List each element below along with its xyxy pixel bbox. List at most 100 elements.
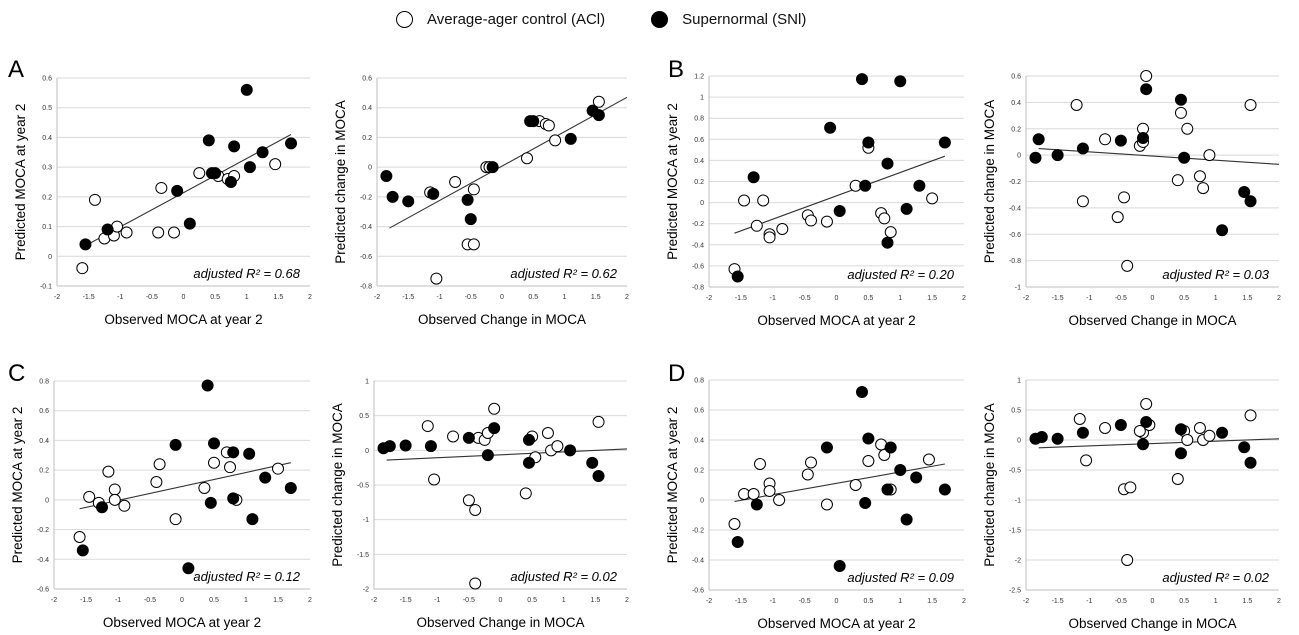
scatter-chart-d-left: -0.6 -0.4 -0.2 0 0.2 0.4 0.6 0.8 -2 -1.5 -1 -0.5 0 0.… (665, 378, 966, 632)
point-supernormal (402, 195, 415, 208)
point-supernormal (820, 441, 833, 454)
point-supernormal (224, 176, 237, 188)
point-supernormal (424, 440, 437, 453)
y-tick-label: -1 (363, 517, 369, 524)
x-tick-label: 1.5 (927, 598, 937, 605)
y-tick-label: -0.8 (692, 285, 704, 292)
y-tick-label: 0.2 (694, 468, 704, 475)
y-tick-label: 0.6 (1011, 74, 1021, 81)
point-supernormal (859, 497, 872, 509)
point-control (1174, 106, 1187, 119)
y-tick-label: 1.2 (694, 74, 704, 81)
point-control (153, 458, 166, 471)
point-supernormal (824, 121, 837, 134)
y-tick-label: 0.2 (362, 135, 372, 142)
point-control (521, 152, 533, 165)
y-tick-label: 0.5 (1011, 408, 1021, 415)
r-squared-annotation: adjusted R² = 0.68 (193, 266, 300, 281)
y-tick-label: -2 (363, 587, 369, 594)
point-supernormal (586, 456, 599, 469)
point-supernormal (1174, 423, 1187, 436)
point-supernormal (910, 471, 923, 484)
point-control (549, 134, 562, 147)
point-control (76, 262, 89, 275)
point-supernormal (461, 193, 474, 206)
regression-line (389, 96, 628, 229)
y-tick-label: -0.6 (692, 263, 704, 270)
x-tick-label: -2 (706, 598, 712, 605)
y-axis-label: Predicted MOCA at year 2 (665, 103, 680, 260)
point-control (102, 465, 115, 478)
r-squared-annotation: adjusted R² = 0.02 (510, 569, 617, 584)
point-control (168, 226, 181, 239)
point-supernormal (1032, 133, 1045, 146)
y-tick-label: 0 (700, 498, 704, 505)
point-control (224, 461, 236, 474)
point-supernormal (900, 513, 913, 526)
y-tick-label: 0.2 (1011, 126, 1021, 133)
x-tick-label: 2 (625, 294, 629, 301)
y-tick-label: 0 (48, 254, 52, 261)
x-tick-label: 1.5 (1243, 295, 1253, 302)
y-tick-label: -1.5 (1009, 528, 1021, 535)
scatter-chart-d-right: -2.5-2-1.5-1-0.500.51-2 -1.5 -1 -0.5 0 0.5 1 1.… (982, 378, 1281, 632)
point-supernormal (900, 202, 913, 215)
y-tick-label: -0.4 (692, 242, 704, 249)
x-tick-label: -1.5 (402, 294, 414, 301)
x-tick-label: 0 (1151, 598, 1155, 605)
point-supernormal (862, 136, 875, 149)
point-control (1076, 195, 1089, 208)
point-control (1140, 398, 1153, 410)
x-tick-label: -1 (770, 598, 776, 605)
x-tick-label: 1 (245, 294, 249, 301)
x-tick-label: -2 (1023, 598, 1029, 605)
point-control (469, 577, 482, 590)
x-tick-label: 1 (1214, 295, 1218, 302)
y-tick-label: 0 (365, 448, 369, 455)
point-control (1193, 422, 1206, 434)
point-control (801, 468, 814, 481)
point-supernormal (76, 544, 89, 557)
y-tick-label: 0.3 (42, 165, 52, 172)
point-control (83, 490, 96, 503)
x-tick-label: 2 (308, 294, 312, 301)
point-supernormal (913, 179, 926, 192)
point-control (1171, 174, 1184, 187)
point-control (150, 476, 163, 489)
point-control (820, 498, 833, 511)
point-supernormal (256, 146, 269, 159)
x-axis-label: Observed MOCA at year 2 (757, 313, 915, 328)
point-control (1121, 259, 1134, 272)
point-control (1099, 133, 1112, 146)
x-tick-label: -1 (434, 597, 440, 604)
panel-label-b: B (668, 56, 684, 83)
regression-line (1038, 438, 1280, 449)
point-supernormal (592, 469, 605, 482)
point-supernormal (856, 386, 868, 398)
x-tick-label: 0.5 (528, 294, 538, 301)
point-supernormal (1216, 224, 1229, 237)
point-control (820, 215, 833, 228)
x-tick-label: 1 (562, 597, 566, 604)
point-supernormal (399, 439, 412, 452)
point-supernormal (96, 501, 108, 514)
x-tick-label: 0.5 (527, 597, 537, 604)
point-control (728, 518, 741, 530)
point-supernormal (1238, 441, 1251, 454)
point-supernormal (285, 137, 298, 150)
point-control (198, 481, 211, 494)
x-tick-label: -0.5 (1115, 295, 1127, 302)
y-tick-label: -1 (1015, 285, 1021, 292)
point-supernormal (747, 171, 760, 184)
x-tick-label: 0.5 (1179, 295, 1189, 302)
point-control (1193, 170, 1206, 183)
point-supernormal (208, 437, 220, 450)
point-supernormal (462, 431, 475, 444)
point-control (428, 473, 441, 486)
scatter-chart-b-left: -0.8 -0.6 -0.4 -0.2 0 0.2 0.4 0.6 0.8 1 1.2 -2 -1.5 -… (665, 73, 966, 328)
x-tick-label: -1.5 (400, 597, 412, 604)
open-circle-icon (396, 10, 413, 28)
point-control (1070, 99, 1083, 112)
x-tick-label: 1 (1214, 598, 1218, 605)
